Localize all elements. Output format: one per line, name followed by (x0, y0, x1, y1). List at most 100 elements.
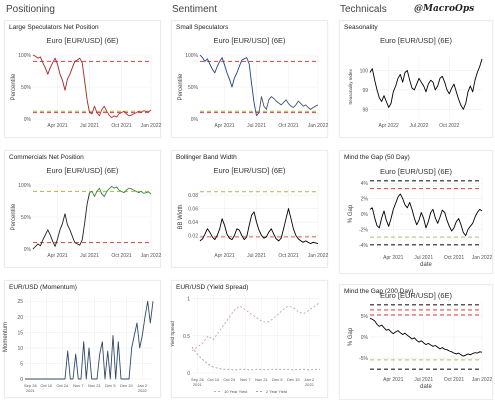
series-line-0 (32, 192, 90, 250)
y-axis-label: Seasonality Index (348, 68, 353, 104)
chart-panel-c2: Small Speculators Euro [EUR/USD] (6E) 0% 50… (171, 20, 329, 138)
x-tick-label: 2022 (305, 382, 315, 387)
x-tick-label: Nov 7 (73, 383, 84, 388)
chart-panel-c8: EUR/USD (Yield Spread) 0 0.5 1 Sep 26 2021 Oct… (170, 280, 328, 398)
x-tick-label: Dec 5 (272, 377, 283, 382)
x-tick-label: Oct 2021 (444, 255, 465, 261)
y-tick-label: 15 (17, 330, 23, 336)
chart-panel-c3: Seasonality Euro [EUR/USD] (6E) 98 99 100 Apr… (339, 20, 493, 138)
x-axis-label: date (420, 262, 432, 268)
y-tick-label: 0 (187, 371, 190, 377)
x-tick-label: Oct 10 (40, 383, 53, 388)
chart-svg: 0% 50% 100% Apr 2021 Jul 2021 Oct 2021 Jan 202… (11, 183, 162, 259)
x-tick-label: Nov 21 (255, 377, 268, 382)
panel-title: Commercials Net Position (9, 154, 84, 161)
x-tick-label: 2021 (26, 388, 36, 393)
x-tick-label: Apr 2022 (379, 123, 400, 129)
y-tick-label: 0.02 (188, 234, 198, 240)
x-tick-label: Jul 2022 (410, 123, 429, 129)
y-tick-label: -2% (359, 227, 368, 233)
y-tick-label: 0.04 (188, 220, 198, 226)
legend-label: 2 Year Yield (266, 389, 287, 394)
x-tick-label: Oct 2021 (278, 123, 299, 129)
x-tick-label: Nov 21 (88, 383, 101, 388)
x-tick-label: 2021 (193, 382, 203, 387)
y-tick-label: 25 (17, 299, 23, 305)
section-technicals: Technicals (340, 4, 387, 15)
y-tick-label: 100 (360, 69, 369, 75)
series-line-1 (256, 96, 319, 117)
y-tick-label: 98 (362, 107, 368, 113)
chart-title: Euro [EUR/USD] (6E) (379, 36, 453, 45)
y-tick-label: 0.08 (188, 193, 198, 199)
x-tick-label: Oct 2022 (439, 123, 460, 129)
panel-title: Mind the Gap (50 Day) (344, 154, 410, 161)
x-tick-label: Jan 2022 (141, 253, 162, 259)
y-tick-label: 0% (361, 335, 369, 341)
x-tick-label: Oct 2021 (111, 253, 132, 259)
series-line-0 (32, 54, 90, 113)
y-axis-label: Percentile (11, 203, 17, 230)
y-tick-label: 0% (361, 212, 369, 218)
y-tick-label: 2% (361, 197, 369, 203)
y-tick-label: 5 (20, 361, 23, 367)
x-tick-label: Jul 2021 (414, 377, 433, 383)
x-tick-label: Jan 2 (304, 377, 315, 382)
y-tick-label: 0.06 (188, 207, 198, 213)
chart-panel-c5: Bollinger Band Width Euro [EUR/USD] (6E) 0… (171, 150, 329, 268)
x-tick-label: Dec 19 (287, 377, 300, 382)
x-tick-label: Dec 5 (105, 383, 116, 388)
x-tick-label: Jan 2022 (308, 253, 329, 259)
x-tick-label: Apr 2021 (214, 123, 235, 129)
x-tick-label: Jul 2021 (80, 253, 99, 259)
chart-svg: 0% 50% 100% Apr 2021 Jul 2021 Oct 2021 Jan 202… (178, 53, 329, 129)
x-tick-label: Jul 2021 (247, 123, 266, 129)
y-axis-label: BB Width (178, 204, 184, 229)
y-axis-label: Yield Spread (170, 321, 175, 347)
y-axis-label: Percentile (178, 73, 184, 100)
y-tick-label: 1 (187, 297, 190, 303)
chart-title: Euro [EUR/USD] (6E) (46, 166, 119, 175)
y-axis-label: Momentum (3, 322, 9, 352)
chart-svg: 98 99 100 Apr 2022 Jul 2022 Oct 2022 Seasonali… (348, 55, 483, 129)
x-tick-label: Apr 2021 (214, 253, 235, 259)
chart-panel-c7: EUR/USD (Momentum) 0 5 10 15 20 25 Sep 26 2021 Oc… (3, 280, 161, 398)
x-tick-label: Apr 2021 (383, 377, 404, 383)
panel-title: Mind the Gap (200 Day) (344, 288, 414, 295)
y-tick-label: 4% (361, 181, 369, 187)
series-line-1 (89, 105, 152, 119)
series-line-1 (191, 346, 320, 371)
y-tick-label: 10 (17, 346, 23, 352)
x-tick-label: Oct 24 (56, 383, 69, 388)
y-tick-label: 50% (21, 215, 32, 221)
x-tick-label: Nov 7 (240, 377, 251, 382)
x-tick-label: Jul 2021 (414, 255, 433, 261)
x-tick-label: Jul 2021 (80, 123, 99, 129)
x-tick-label: Oct 24 (223, 377, 236, 382)
x-tick-label: Oct 2021 (111, 123, 132, 129)
series-line-0 (25, 300, 154, 380)
x-tick-label: Jan 2022 (308, 123, 329, 129)
x-tick-label: Jan 2022 (472, 377, 493, 383)
panel-title: Seasonality (344, 24, 378, 31)
x-tick-label: Jul 2021 (247, 253, 266, 259)
chart-panel-c9: Mind the Gap (200 Day) Euro [EUR/USD] (6E… (339, 284, 493, 400)
x-tick-label: Apr 2021 (383, 255, 404, 261)
x-tick-label: Jan 2 (137, 383, 148, 388)
section-sentiment: Sentiment (172, 4, 218, 15)
y-axis-label: % Gap (348, 327, 354, 346)
section-positioning: Positioning (6, 4, 55, 15)
series-line-0 (191, 302, 321, 352)
series-line-0 (369, 58, 483, 110)
y-tick-label: 99 (362, 88, 368, 94)
chart-title: Euro [EUR/USD] (6E) (379, 291, 453, 300)
y-axis-label: Percentile (11, 73, 17, 100)
y-tick-label: 0% (24, 247, 32, 253)
series-line-1 (89, 185, 152, 197)
chart-svg: -5% 0% 5% Apr 2021 Jul 2021 Oct 2021 Jan 2022%… (348, 301, 493, 390)
y-tick-label: 100% (18, 183, 31, 189)
chart-panel-c6: Mind the Gap (50 Day) Euro [EUR/USD] (6E)… (339, 150, 493, 274)
panel-title: Bollinger Band Width (176, 154, 237, 161)
panel-title: Small Speculators (176, 24, 229, 31)
